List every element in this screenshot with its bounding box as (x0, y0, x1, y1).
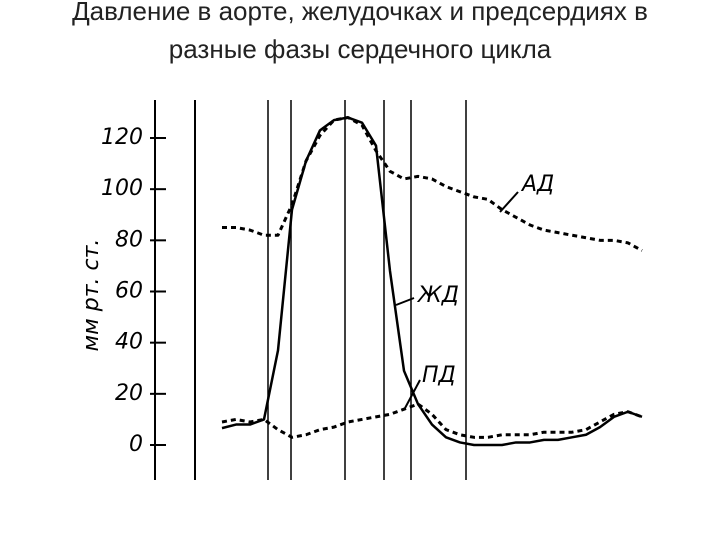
y-tick-label: 80 (115, 227, 143, 252)
label-leader (395, 297, 415, 306)
series-label: АД (520, 172, 554, 197)
y-tick-label: 20 (115, 381, 143, 406)
series-label: ПД (422, 363, 456, 388)
phase-lines (154, 100, 467, 480)
label-leader (499, 191, 519, 213)
y-tick-label: 100 (101, 176, 143, 201)
series-label: ЖД (416, 283, 459, 308)
y-axis-label: мм рт. ст. (79, 239, 104, 352)
label-leader (403, 379, 421, 411)
y-tick-label: 60 (115, 279, 143, 304)
y-tick-label: 40 (115, 330, 143, 355)
y-tick-label: 0 (129, 432, 143, 457)
y-tick-label: 120 (101, 125, 143, 150)
series-line (222, 116, 643, 252)
series-line (221, 116, 643, 447)
chart-title: Давление в аорте, желудочках и предсерди… (72, 0, 648, 64)
series-line (221, 402, 643, 439)
